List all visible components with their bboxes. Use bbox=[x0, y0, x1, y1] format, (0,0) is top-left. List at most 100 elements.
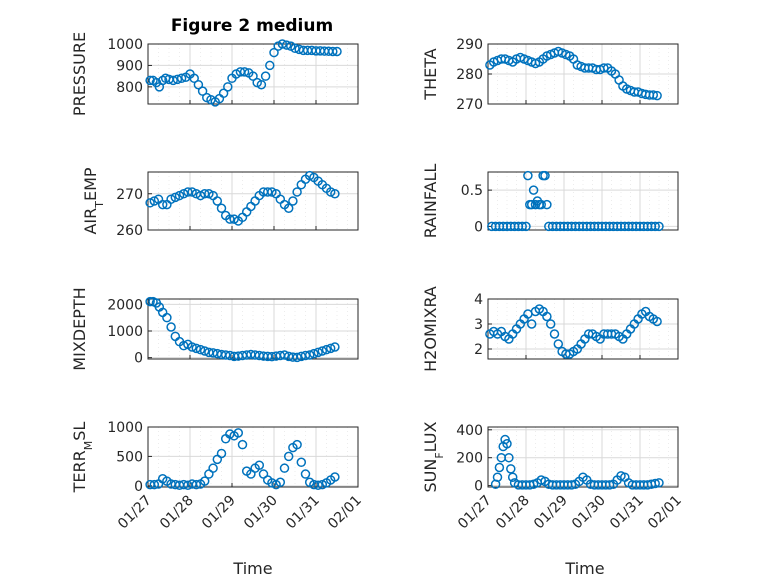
data-point bbox=[313, 347, 323, 358]
data-point bbox=[275, 477, 286, 488]
subplot-rainfall: 0 0.5 RAINFALL bbox=[421, 164, 679, 239]
data-point bbox=[292, 352, 302, 363]
y-tick-label: 500 bbox=[116, 449, 143, 465]
data-point bbox=[275, 194, 286, 204]
y-tick-label: 0 bbox=[474, 479, 483, 495]
x-tick-label: 01/31 bbox=[607, 493, 647, 533]
data-point bbox=[542, 311, 552, 322]
data-point bbox=[290, 43, 300, 54]
data-point bbox=[193, 79, 204, 90]
y-tick-label: 800 bbox=[116, 80, 143, 96]
data-point bbox=[652, 316, 662, 327]
data-point bbox=[540, 170, 550, 181]
data-point bbox=[330, 342, 340, 352]
y-tick-label: 400 bbox=[456, 423, 483, 439]
x-tick-label: 02/01 bbox=[645, 493, 685, 533]
x-axis-label: Time bbox=[564, 559, 604, 578]
data-point bbox=[216, 448, 227, 459]
data-point bbox=[212, 196, 223, 206]
data-point bbox=[241, 207, 252, 217]
data-point bbox=[265, 60, 275, 71]
data-point bbox=[176, 73, 187, 84]
x-tick-label: 02/01 bbox=[325, 493, 365, 533]
data-point bbox=[195, 344, 206, 355]
y-tick-label: 900 bbox=[116, 58, 143, 74]
data-point bbox=[292, 187, 302, 197]
subplot-pressure: 800 900 1000 PRESSURE bbox=[70, 32, 359, 116]
data-point bbox=[145, 75, 155, 86]
data-point bbox=[332, 46, 342, 57]
subplot-mixdepth: 0 1000 2000 MIXDEPTH bbox=[70, 287, 359, 371]
data-point bbox=[330, 189, 340, 199]
data-point bbox=[225, 214, 235, 224]
data-point bbox=[233, 428, 244, 438]
data-point bbox=[492, 472, 503, 482]
x-tick-label: 01/28 bbox=[157, 493, 197, 533]
y-tick-label: 290 bbox=[456, 37, 483, 53]
data-point bbox=[325, 343, 336, 354]
data-point bbox=[157, 199, 168, 210]
x-tick-label: 01/29 bbox=[199, 493, 239, 533]
data-point bbox=[650, 221, 660, 232]
data-point bbox=[526, 319, 537, 329]
x-tick-label: 01/27 bbox=[455, 493, 495, 533]
y-tick-label: 0 bbox=[134, 351, 143, 367]
data-point bbox=[288, 196, 298, 206]
y-tick-label: 1000 bbox=[107, 420, 143, 436]
data-point bbox=[648, 90, 659, 100]
data-point bbox=[208, 463, 218, 473]
y-tick-label: 4 bbox=[474, 292, 483, 308]
data-point bbox=[536, 199, 546, 210]
data-point bbox=[187, 342, 197, 352]
x-tick-label: 01/27 bbox=[115, 493, 155, 533]
data-point bbox=[279, 463, 290, 473]
y-axis-label: SUNFLUX bbox=[421, 421, 446, 492]
y-tick-label: 0 bbox=[474, 219, 483, 235]
y-tick-label: 1000 bbox=[107, 37, 143, 53]
y-tick-label: 280 bbox=[456, 67, 483, 83]
data-point bbox=[506, 464, 516, 474]
data-point bbox=[300, 469, 311, 479]
data-point bbox=[604, 480, 615, 490]
data-point bbox=[296, 457, 307, 468]
y-tick-label: 260 bbox=[116, 223, 143, 239]
x-tick-label: 01/31 bbox=[283, 493, 323, 533]
data-point bbox=[197, 86, 208, 96]
data-point bbox=[283, 451, 294, 462]
x-axis-label: Time bbox=[232, 559, 272, 578]
data-point bbox=[281, 40, 292, 50]
y-axis-label: RAINFALL bbox=[421, 164, 440, 239]
subplot-theta: 270 280 290 THETA bbox=[421, 37, 679, 113]
y-tick-label: 270 bbox=[116, 187, 143, 203]
data-point bbox=[504, 452, 514, 463]
data-point bbox=[502, 438, 512, 449]
y-axis-label: MIXDEPTH bbox=[70, 287, 89, 370]
subplot-h2omixra: 2 3 4 H2OMIXRA bbox=[421, 286, 679, 372]
data-point bbox=[218, 88, 229, 99]
data-point bbox=[517, 221, 527, 232]
y-tick-label: 270 bbox=[456, 97, 483, 113]
data-point bbox=[313, 480, 323, 490]
data-point bbox=[191, 343, 202, 354]
data-point bbox=[223, 82, 233, 92]
data-point bbox=[250, 196, 260, 206]
y-tick-label: 2 bbox=[474, 342, 483, 358]
y-tick-label: 0.5 bbox=[461, 183, 483, 199]
data-point bbox=[300, 350, 311, 361]
subplot-terr-msl: 0 500 1000 TERRMSL 01/27 01/28 01/29 01/30 01/31… bbox=[70, 420, 365, 578]
y-tick-label: 1000 bbox=[107, 324, 143, 340]
data-point bbox=[542, 199, 552, 210]
y-axis-label: TERRMSL bbox=[70, 422, 95, 494]
data-point bbox=[199, 189, 210, 199]
data-point bbox=[283, 203, 294, 213]
data-point bbox=[237, 439, 248, 450]
x-tick-label: 01/30 bbox=[569, 493, 609, 533]
subplot-sun-flux: 0 200 400 SUNFLUX 01/2701/2801/2901/3001/310… bbox=[421, 421, 685, 578]
x-tick-label: 01/30 bbox=[241, 493, 281, 533]
data-point bbox=[309, 348, 319, 359]
y-axis-label: AIRTEMP bbox=[81, 167, 106, 234]
data-point bbox=[216, 203, 227, 213]
data-point bbox=[521, 221, 531, 232]
data-point bbox=[304, 350, 315, 360]
x-tick-label: 01/29 bbox=[531, 493, 571, 533]
